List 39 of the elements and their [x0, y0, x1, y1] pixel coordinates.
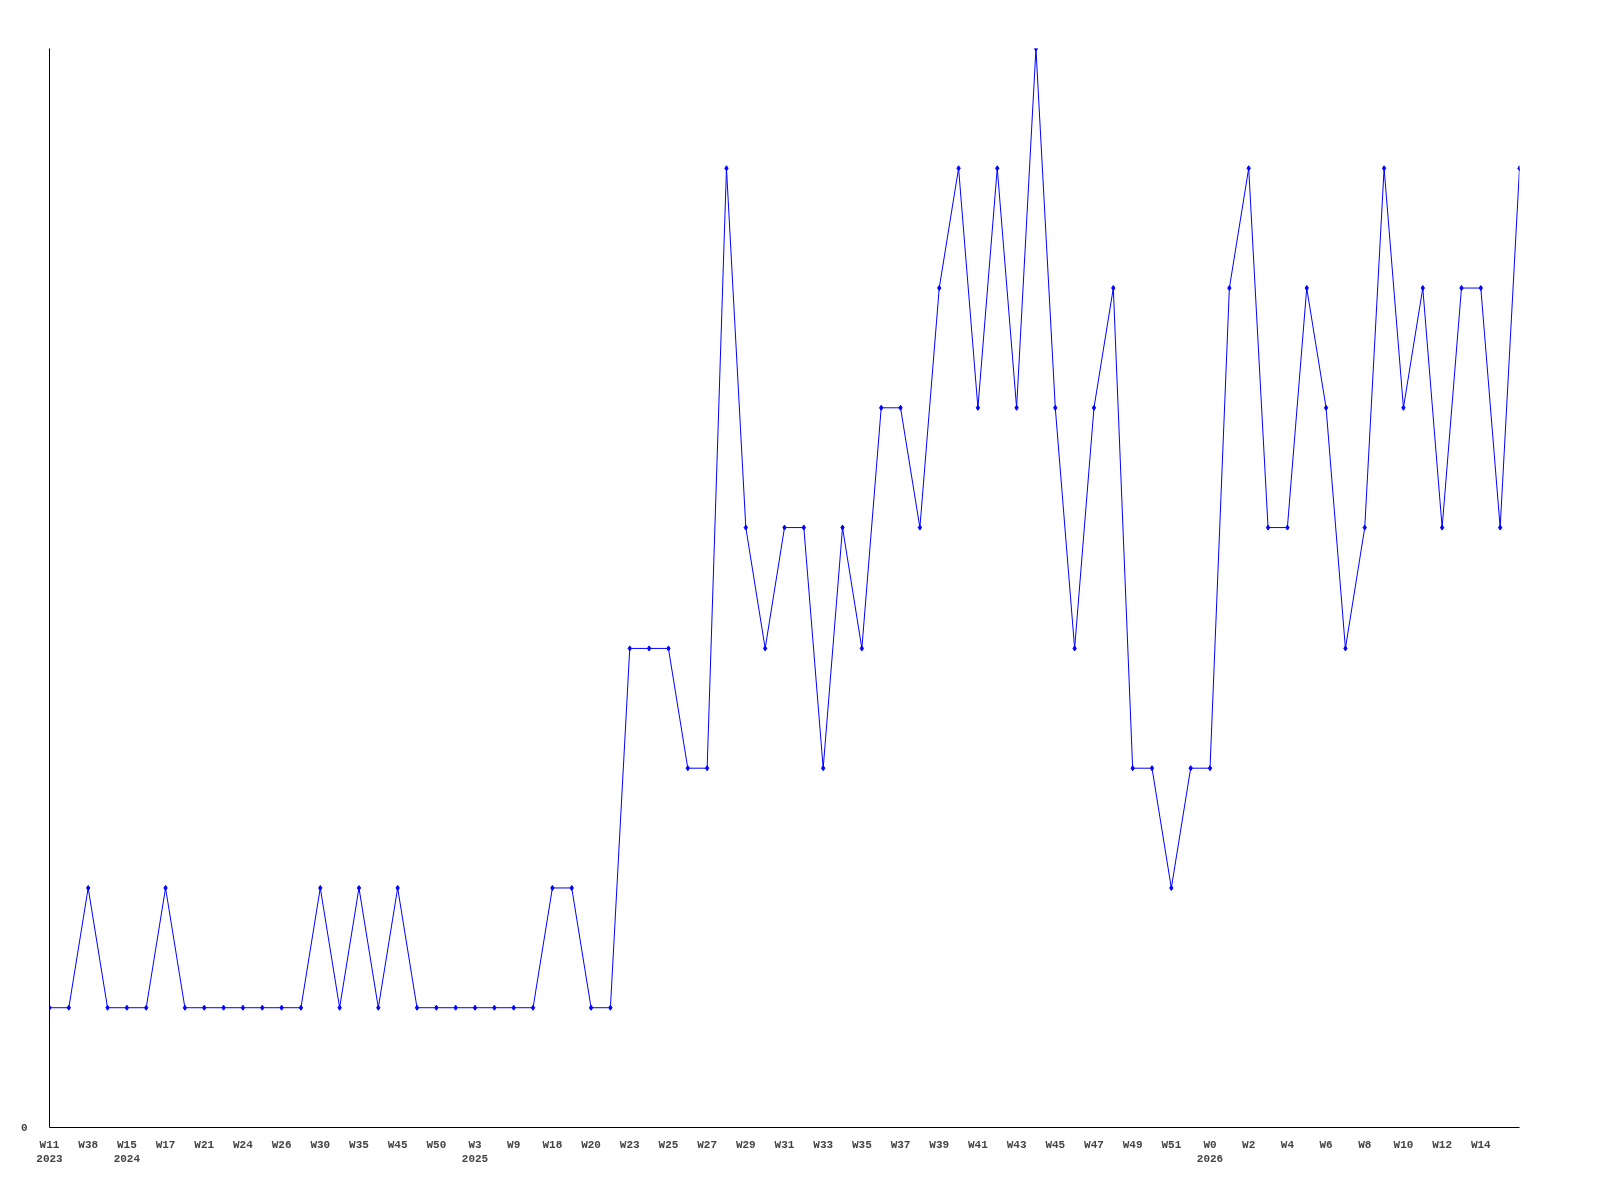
- x-tick-label: W12: [1432, 1138, 1453, 1151]
- x-tick-label: W18: [542, 1138, 563, 1151]
- x-tick-label: W43: [1006, 1138, 1027, 1151]
- x-tick-label: W14: [1470, 1138, 1492, 1151]
- x-tick-label: W6: [1319, 1138, 1333, 1151]
- x-tick-label: W45: [387, 1138, 408, 1151]
- x-tick-label: W4: [1280, 1138, 1295, 1151]
- x-tick-label: W45: [1045, 1138, 1066, 1151]
- x-tick-label: W21: [194, 1138, 215, 1151]
- x-tick-label: W20: [581, 1138, 601, 1151]
- x-tick-label: W35: [851, 1138, 873, 1151]
- x-tick-label: W51: [1161, 1138, 1182, 1151]
- x-tick-label: W23: [619, 1138, 641, 1151]
- x-tick-label: W31: [774, 1138, 795, 1151]
- x-tick-label: W0 2026: [1196, 1138, 1224, 1165]
- x-tick-label: W24: [233, 1138, 254, 1151]
- x-tick-label: W39: [929, 1138, 950, 1151]
- x-tick-label: W35: [349, 1138, 370, 1151]
- x-tick-label: W29: [735, 1138, 756, 1151]
- x-tick-label: W2: [1242, 1138, 1256, 1151]
- x-tick-label: W17: [155, 1138, 176, 1151]
- x-tick-label: W27: [697, 1138, 718, 1151]
- x-tick-label: W41: [968, 1138, 989, 1151]
- x-tick-label: W10: [1393, 1138, 1414, 1151]
- x-tick-label: W47: [1084, 1138, 1104, 1151]
- x-tick-label: W33: [813, 1138, 834, 1151]
- x-tick-label: W3 2025: [461, 1138, 489, 1165]
- x-tick-label: W15 2024: [113, 1138, 141, 1165]
- x-tick-label: W30: [310, 1138, 331, 1151]
- x-tick-label: W8: [1358, 1138, 1372, 1151]
- x-tick-label: W9: [507, 1138, 521, 1151]
- x-tick-label: W37: [890, 1138, 911, 1151]
- x-tick-label: W25: [658, 1138, 679, 1151]
- text: 0: [20, 1122, 28, 1134]
- x-tick-label: W49: [1122, 1138, 1143, 1151]
- x-tick-label: W50: [426, 1138, 447, 1151]
- x-tick-label: W26: [271, 1138, 292, 1151]
- x-tick-label: W11 2023: [36, 1138, 64, 1165]
- x-tick-label: W38: [78, 1138, 99, 1151]
